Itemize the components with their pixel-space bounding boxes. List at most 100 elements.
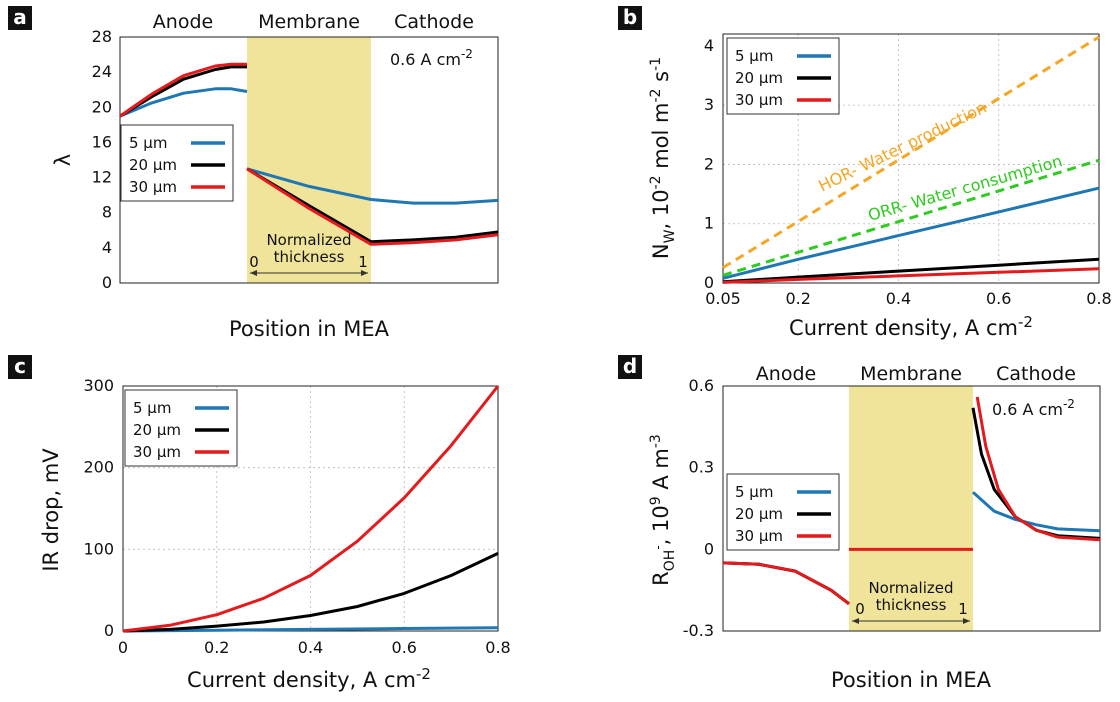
x-ticks-b: 0.05 0.2 0.4 0.6 0.8 — [705, 289, 1112, 308]
plot-frame-c — [122, 385, 499, 632]
legend-d: 5 μm 20 μm 30 μm — [726, 473, 840, 551]
series-line-a-membrane-cathode-5um — [246, 167, 499, 205]
x-ticks-c: 0 0.2 0.4 0.6 0.8 — [118, 638, 511, 657]
plot-frame-d — [722, 385, 1101, 632]
thickness-end-d: 1 — [958, 600, 968, 618]
legend-b: 5 μm 20 μm 30 μm — [726, 37, 840, 115]
membrane-region-d — [849, 386, 973, 631]
legend-c: 5 μm 20 μm 30 μm — [124, 389, 238, 467]
y-tick-label-a-5: 20 — [92, 97, 112, 116]
y-tick-label-c-2: 200 — [83, 458, 114, 477]
series-group-c — [122, 385, 500, 633]
legend-label-c-30um: 30 μm — [133, 443, 181, 461]
x-tick-label-b-2: 0.4 — [886, 289, 911, 308]
series-line-c-20um — [122, 552, 499, 633]
reference-line-b-orr — [722, 158, 1100, 277]
series-line-c-30um — [122, 385, 500, 633]
panel-d: d -0.3 0 0.3 0.6 Anode Membrane Cathode 0.6… — [618, 354, 1101, 692]
x-tick-label-c-4: 0.8 — [485, 638, 510, 657]
series-line-b-30um — [722, 267, 1100, 284]
series-line-a-anode-30um — [119, 62, 247, 118]
region-cathode-a: Cathode — [394, 11, 474, 33]
y-tick-label-b-4: 4 — [704, 36, 714, 55]
y-tick-label-c-1: 100 — [83, 539, 114, 558]
legend-label-a-5um: 5 μm — [129, 134, 167, 152]
y-tick-label-a-3: 12 — [92, 168, 112, 187]
series-line-d-cathode-5um — [971, 491, 1101, 533]
y-tick-label-a-7: 28 — [92, 27, 112, 46]
normalized-label-d: Normalized — [868, 579, 953, 597]
x-axis-label-b: Current density, A cm-2 — [789, 313, 1033, 340]
membrane-region-a — [247, 37, 371, 283]
series-line-d-cathode-30um — [975, 396, 1101, 542]
y-tick-label-b-3: 3 — [704, 95, 714, 114]
y-axis-label-b: NW, 10-2 mol m-2 s-1 — [648, 57, 678, 259]
panel-label-a-box — [8, 6, 32, 30]
series-group-d — [722, 396, 1101, 605]
panel-a: a 0 4 8 12 16 20 24 28 Anode Membrane Cathode 0… — [8, 5, 499, 341]
y-tick-label-b-1: 1 — [704, 214, 714, 233]
panel-label-c-box — [8, 355, 32, 379]
y-tick-label-d-1: 0 — [704, 539, 714, 558]
legend-label-c-20um: 20 μm — [133, 421, 181, 439]
x-tick-label-b-3: 0.6 — [986, 289, 1011, 308]
panel-label-b: b — [623, 5, 637, 29]
legend-label-d-5um: 5 μm — [735, 483, 773, 501]
series-line-d-cathode-20um — [971, 407, 1101, 540]
x-tick-label-c-3: 0.6 — [392, 638, 417, 657]
legend-label-b-20um: 20 μm — [735, 69, 783, 87]
panel-label-c: c — [14, 354, 26, 378]
legend-label-b-30um: 30 μm — [735, 91, 783, 109]
thickness-start-a: 0 — [249, 253, 259, 271]
region-cathode-d: Cathode — [996, 363, 1076, 385]
y-axis-label-a: λ — [51, 154, 75, 166]
series-line-d-anode-30um — [722, 561, 850, 605]
y-axis-label-c: IR drop, mV — [39, 448, 63, 572]
y-tick-label-a-4: 16 — [92, 132, 112, 151]
series-group-a — [119, 62, 499, 246]
region-membrane-d: Membrane — [860, 363, 962, 385]
legend-label-b-5um: 5 μm — [735, 47, 773, 65]
current-density-annotation-a: 0.6 A cm-2 — [390, 47, 473, 69]
y-ticks-c: 0 100 200 300 — [83, 376, 114, 640]
series-line-b-20um — [722, 257, 1100, 284]
x-axis-label-a: Position in MEA — [229, 317, 390, 341]
thickness-label-d: thickness — [876, 596, 947, 614]
legend-a: 5 μm 20 μm 30 μm — [120, 124, 234, 202]
y-tick-label-a-6: 24 — [92, 62, 112, 81]
thickness-end-a: 1 — [358, 253, 368, 271]
y-ticks-a: 0 4 8 12 16 20 24 28 — [92, 27, 112, 292]
series-line-a-anode-5um — [119, 87, 248, 118]
plot-frame-a — [119, 36, 499, 284]
x-axis-label-d: Position in MEA — [831, 668, 992, 692]
y-tick-label-d-3: 0.6 — [689, 376, 714, 395]
plot-frame-b — [722, 33, 1100, 284]
thickness-start-d: 0 — [855, 600, 865, 618]
y-axis-label-d: ROH-, 109 A m-3 — [648, 434, 678, 586]
y-tick-label-a-2: 8 — [102, 203, 112, 222]
y-tick-label-d-0: -0.3 — [683, 621, 714, 640]
series-group-b — [722, 186, 1100, 284]
y-tick-label-d-2: 0.3 — [689, 458, 714, 477]
y-tick-label-b-2: 2 — [704, 154, 714, 173]
region-anode-d: Anode — [756, 363, 816, 385]
panel-label-d: d — [623, 354, 637, 378]
normalized-thickness-axis-d: Normalized thickness 0 1 — [852, 579, 970, 624]
legend-label-d-20um: 20 μm — [735, 505, 783, 523]
series-line-b-5um — [722, 186, 1100, 280]
region-membrane-a: Membrane — [258, 11, 360, 33]
legend-label-a-30um: 30 μm — [129, 178, 177, 196]
y-tick-label-c-3: 300 — [83, 376, 114, 395]
x-axis-label-c: Current density, A cm-2 — [187, 665, 431, 692]
x-tick-label-c-1: 0.2 — [204, 638, 229, 657]
panel-label-b-box — [618, 6, 642, 30]
normalized-label-a: Normalized — [266, 231, 351, 249]
region-anode-a: Anode — [153, 11, 213, 33]
current-density-annotation-d: 0.6 A cm-2 — [992, 397, 1075, 419]
series-line-a-membrane-cathode-20um — [246, 167, 499, 244]
panel-label-a: a — [13, 5, 27, 29]
x-tick-label-b-1: 0.2 — [785, 289, 810, 308]
reference-line-b-hor — [722, 35, 1100, 269]
series-line-a-membrane-cathode-30um — [246, 167, 499, 246]
